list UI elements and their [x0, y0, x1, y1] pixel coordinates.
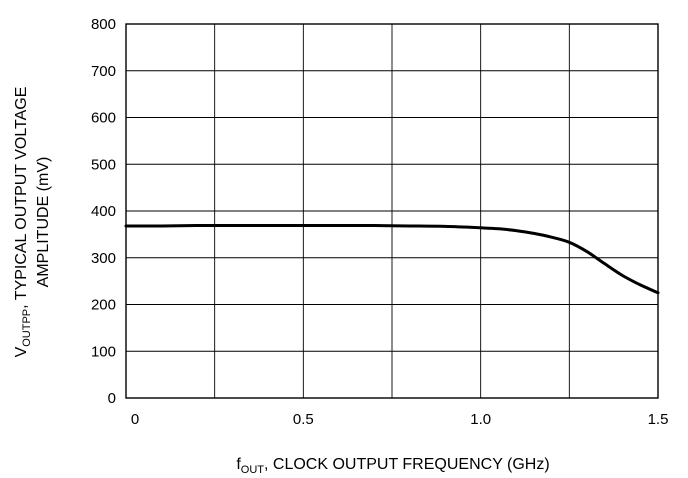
- x-axis-subscript: OUT: [241, 464, 265, 476]
- x-tick-label: 0.5: [293, 411, 314, 428]
- y-axis-subscript: OUTPP: [21, 309, 33, 347]
- y-tick-label: 100: [91, 343, 116, 360]
- y-tick-label: 600: [91, 110, 116, 127]
- plot-frame: [125, 23, 659, 399]
- x-axis-title-text: , CLOCK OUTPUT FREQUENCY (GHz): [264, 456, 550, 473]
- y-tick-label: 300: [91, 250, 116, 267]
- tick-labels: 0 100 200 300 400 500 600 700 800 0 0.5 1.0 1.5: [91, 16, 668, 428]
- y-axis-title-text: , TYPICAL OUTPUT VOLTAGE: [13, 87, 30, 309]
- y-tick-label: 200: [91, 297, 116, 314]
- x-axis-title: fOUT, CLOCK OUTPUT FREQUENCY (GHz): [236, 456, 549, 476]
- y-axis-title-line2: AMPLITUDE (mV): [35, 157, 52, 288]
- y-tick-label: 700: [91, 63, 116, 80]
- x-axis-symbol: f: [236, 456, 241, 473]
- y-tick-label: 0: [108, 390, 116, 407]
- y-axis-symbol: V: [13, 346, 30, 357]
- x-tick-label: 1.5: [648, 411, 669, 428]
- y-axis-title-line1: VOUTPP, TYPICAL OUTPUT VOLTAGE: [13, 87, 33, 358]
- grid-lines: [125, 23, 659, 399]
- x-tick-label: 0: [131, 411, 139, 428]
- x-tick-label: 1.0: [470, 411, 491, 428]
- y-tick-label: 800: [91, 16, 116, 33]
- series-line: [124, 223, 660, 295]
- y-tick-label: 400: [91, 203, 116, 220]
- y-tick-label: 500: [91, 156, 116, 173]
